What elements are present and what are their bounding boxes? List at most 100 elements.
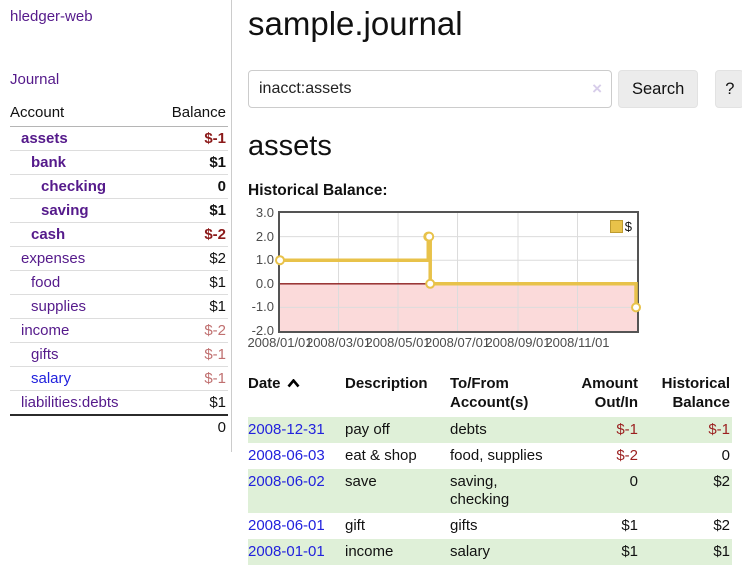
account-link[interactable]: cash (31, 226, 66, 243)
account-row: bank $1 (10, 150, 228, 175)
journal-link[interactable]: Journal (10, 71, 60, 88)
x-axis-tick-label: 2008/03/01 (305, 335, 372, 350)
search-button[interactable]: Search (618, 70, 699, 108)
chart-legend: $ (609, 219, 632, 234)
account-heading: assets (248, 130, 332, 162)
clear-search-icon[interactable]: × (592, 79, 602, 98)
page: hledger-web Journal Account Balance asse… (0, 0, 742, 565)
account-row: checking 0 (10, 174, 228, 199)
chart-plot-area: $ (275, 211, 642, 333)
account-row: income $-2 (10, 318, 228, 343)
x-axis-tick-label: 2008/07/01 (424, 335, 491, 350)
transaction-description: income (345, 543, 394, 560)
account-link[interactable]: food (31, 274, 61, 291)
transaction-row: 2008-06-01 gift gifts $1 $2 (248, 513, 732, 539)
transaction-date-link[interactable]: 2008-06-02 (248, 473, 325, 490)
transaction-description: save (345, 473, 377, 490)
transaction-description: gift (345, 517, 366, 534)
account-balance: $1 (154, 198, 228, 223)
help-button[interactable]: ? (715, 70, 742, 108)
register-table: Date Description To/From Account(s) Amoun… (248, 372, 732, 565)
account-column-header: Account (10, 100, 155, 127)
y-axis-tick-label: 3.0 (255, 205, 274, 220)
account-balance: $-2 (154, 222, 228, 247)
account-link[interactable]: income (21, 322, 70, 339)
account-row: liabilities:debts $1 (10, 390, 228, 415)
transaction-row: 2008-01-01 income salary $1 $1 (248, 539, 732, 565)
transaction-row: 2008-06-02 save saving, checking 0 $2 (248, 469, 732, 513)
transaction-accounts: gifts (450, 517, 478, 534)
transaction-accounts: food, supplies (450, 447, 543, 464)
transaction-description: pay off (345, 421, 390, 438)
total-balance: 0 (154, 414, 228, 439)
account-balance: $-1 (154, 342, 228, 367)
account-link[interactable]: gifts (31, 346, 59, 363)
account-balance: $1 (154, 390, 228, 415)
description-column-header[interactable]: Description (345, 375, 428, 392)
chart-heading: Historical Balance: (248, 182, 388, 199)
transaction-date-link[interactable]: 2008-06-01 (248, 517, 325, 534)
balance-column-header[interactable]: Historical Balance (661, 375, 730, 411)
account-row: food $1 (10, 270, 228, 295)
account-balance: $1 (154, 270, 228, 295)
transaction-row: 2008-06-03 eat & shop food, supplies $-2 0 (248, 443, 732, 469)
account-link[interactable]: assets (21, 130, 68, 147)
transaction-amount: 0 (629, 473, 638, 490)
sidebar: hledger-web Journal Account Balance asse… (0, 0, 232, 452)
transaction-accounts: debts (450, 421, 487, 438)
transaction-balance: $-1 (708, 421, 730, 438)
account-row: saving $1 (10, 198, 228, 223)
amount-column-header[interactable]: Amount Out/In (581, 375, 638, 411)
account-link[interactable]: supplies (31, 298, 87, 315)
y-axis-tick-label: -1.0 (251, 299, 274, 315)
x-axis-tick-label: 2008/09/01 (485, 335, 551, 350)
transaction-balance: 0 (721, 447, 730, 464)
transaction-balance: $2 (713, 517, 730, 534)
historical-balance-chart: $ 3.0 2.0 1.0 0.0 -1.0 -2.0 2008/01/01 2008/03/… (247, 205, 742, 355)
transaction-accounts: salary (450, 543, 491, 560)
account-row: assets $-1 (10, 127, 228, 151)
transaction-date-link[interactable]: 2008-12-31 (248, 421, 325, 438)
account-row: salary $-1 (10, 366, 228, 391)
account-link[interactable]: expenses (21, 250, 86, 267)
legend-swatch-icon (609, 220, 623, 233)
account-link[interactable]: salary (31, 370, 72, 387)
tofrom-column-header[interactable]: To/From Account(s) (450, 375, 529, 411)
y-axis-tick-label: -2.0 (251, 323, 274, 338)
account-row: expenses $2 (10, 246, 228, 271)
account-link[interactable]: saving (41, 202, 89, 219)
chart-canvas (275, 213, 642, 331)
account-balance: $1 (154, 150, 228, 175)
y-axis-tick-label: 1.0 (255, 252, 274, 268)
x-axis-tick-label: 2008/05/01 (365, 335, 431, 350)
account-balance: $-1 (204, 130, 226, 147)
brand-link[interactable]: hledger-web (10, 8, 93, 25)
date-column-header[interactable]: Date (248, 372, 345, 417)
page-title: sample.journal (248, 5, 463, 42)
account-balance: 0 (154, 174, 228, 199)
x-axis-tick-label: 2008/01/01 (247, 335, 313, 350)
y-axis-tick-label: 0.0 (255, 275, 274, 291)
transaction-accounts: saving, checking (450, 473, 510, 508)
x-axis-tick-label: 2008/11/01 (545, 335, 610, 350)
account-row: supplies $1 (10, 294, 228, 319)
balance-column-header: Balance (154, 100, 228, 127)
account-link[interactable]: checking (41, 178, 107, 195)
legend-label: $ (624, 219, 632, 234)
account-balance: $1 (154, 294, 228, 319)
account-link[interactable]: bank (31, 154, 67, 171)
account-balance: $-1 (154, 366, 228, 391)
transaction-description: eat & shop (345, 447, 417, 464)
sort-ascending-icon (287, 379, 300, 388)
transaction-date-link[interactable]: 2008-06-03 (248, 447, 325, 464)
account-balance: $-2 (154, 318, 228, 343)
account-link[interactable]: liabilities:debts (21, 394, 119, 411)
search-row: × Search ? (248, 70, 742, 108)
transaction-amount: $1 (621, 543, 638, 560)
transaction-amount: $-1 (616, 421, 638, 438)
transaction-amount: $-2 (616, 447, 638, 464)
y-axis-tick-label: 2.0 (255, 228, 274, 244)
transaction-date-link[interactable]: 2008-01-01 (248, 543, 325, 560)
search-input[interactable] (248, 70, 612, 108)
account-row: gifts $-1 (10, 342, 228, 367)
